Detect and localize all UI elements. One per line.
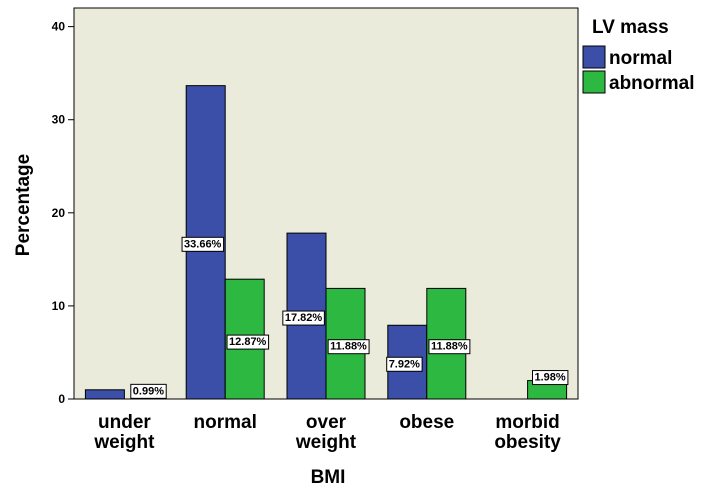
x-tick-label: weight bbox=[295, 432, 357, 453]
x-tick-label: under bbox=[98, 412, 151, 433]
data-label: 33.66% bbox=[181, 236, 225, 252]
data-label: 0.99% bbox=[130, 383, 167, 399]
data-label-box bbox=[428, 339, 471, 355]
data-label-box bbox=[282, 310, 325, 326]
data-label: 7.92% bbox=[386, 356, 423, 372]
legend-swatch-normal bbox=[582, 45, 606, 69]
legend-title: LV mass bbox=[592, 17, 669, 38]
data-label: 1.98% bbox=[531, 370, 569, 386]
data-label-box bbox=[181, 236, 225, 252]
data-label: 11.88% bbox=[428, 339, 471, 355]
data-label: 12.87% bbox=[226, 334, 270, 350]
x-tick-label: obese bbox=[399, 412, 454, 433]
x-tick-label: over bbox=[306, 412, 347, 433]
data-label-text: 11.88% bbox=[431, 341, 468, 353]
data-label-text: 17.82% bbox=[285, 312, 323, 324]
legend: LV mass normal abnormal bbox=[582, 17, 695, 94]
y-axis-title: Percentage bbox=[13, 154, 34, 256]
y-tick-label: 20 bbox=[52, 206, 66, 220]
x-tick-label: normal bbox=[194, 412, 257, 433]
y-tick-label: 0 bbox=[58, 392, 65, 406]
x-axis-title: BMI bbox=[311, 467, 346, 488]
data-label-box bbox=[130, 383, 167, 399]
legend-swatch-abnormal bbox=[582, 70, 606, 94]
data-label-text: 33.66% bbox=[184, 238, 222, 250]
bar-normal bbox=[84, 389, 125, 400]
data-labels: 0.99% 33.66% 12.87% 17.82% 11.88% 7.92% 11.88%… bbox=[130, 236, 569, 399]
data-label-box bbox=[327, 339, 370, 355]
y-axis: 0 10 20 30 40 bbox=[52, 20, 74, 406]
y-tick-label: 30 bbox=[52, 113, 66, 127]
data-label-box bbox=[226, 334, 270, 350]
data-label-box bbox=[386, 356, 423, 372]
data-label-text: 11.88% bbox=[330, 341, 367, 353]
x-tick-label: morbid bbox=[495, 412, 559, 433]
x-tick-label: obesity bbox=[494, 432, 561, 453]
y-tick-label: 40 bbox=[52, 20, 66, 34]
data-label-text: 7.92% bbox=[389, 358, 420, 370]
x-tick-label: weight bbox=[93, 432, 155, 453]
data-label-text: 1.98% bbox=[534, 372, 565, 384]
data-label-text: 0.99% bbox=[133, 385, 164, 397]
data-label: 17.82% bbox=[282, 310, 325, 326]
data-label-text: 12.87% bbox=[229, 336, 267, 348]
legend-label-abnormal: abnormal bbox=[609, 73, 695, 94]
y-tick-label: 10 bbox=[52, 299, 66, 313]
data-label-box bbox=[531, 370, 569, 386]
data-label: 11.88% bbox=[327, 339, 370, 355]
legend-label-normal: normal bbox=[609, 48, 672, 69]
